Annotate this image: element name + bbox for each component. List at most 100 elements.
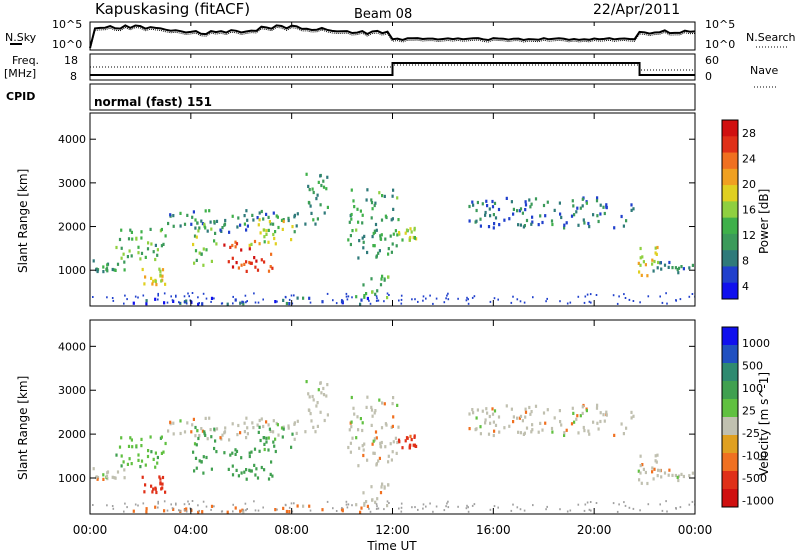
scatter-cell xyxy=(245,260,248,264)
scatter-cell xyxy=(411,506,413,509)
scatter-cell xyxy=(151,490,154,494)
scatter-cell xyxy=(379,234,382,238)
scatter-cell xyxy=(589,501,592,503)
scatter-cell xyxy=(213,427,216,431)
scatter-cell xyxy=(106,471,109,475)
scatter-cell xyxy=(146,454,150,459)
scatter-cell xyxy=(239,223,242,227)
scatter-cell xyxy=(579,414,582,418)
scatter-cell xyxy=(613,226,616,230)
scatter-cell xyxy=(524,200,527,204)
scatter-cell xyxy=(223,243,226,247)
scatter-cell xyxy=(245,301,247,304)
scatter-cell xyxy=(215,427,219,431)
scatter-cell xyxy=(172,214,175,218)
scatter-cell xyxy=(235,468,238,472)
scatter-cell xyxy=(151,282,154,286)
scatter-cell xyxy=(288,298,291,301)
scatter-cell xyxy=(265,440,268,444)
scatter-cell xyxy=(422,295,425,298)
scatter-cell xyxy=(400,302,403,305)
scatter-cell xyxy=(505,196,508,200)
scatter-cell xyxy=(429,502,431,505)
scatter-cell xyxy=(150,276,153,280)
scatter-cell xyxy=(234,240,237,244)
scatter-cell xyxy=(493,505,496,508)
scatter-cell xyxy=(152,487,155,491)
scatter-cell xyxy=(632,207,635,211)
scatter-cell xyxy=(525,426,529,430)
nsky-tick-top: 10^5 xyxy=(52,18,82,31)
scatter-cell xyxy=(349,234,352,238)
scatter-cell xyxy=(248,243,251,247)
scatter-cell xyxy=(668,468,671,472)
scatter-cell xyxy=(240,456,243,460)
scatter-cell xyxy=(243,222,246,226)
scatter-cell xyxy=(134,503,137,506)
scatter-cell xyxy=(226,510,229,514)
colorbar-swatch xyxy=(722,201,738,219)
scatter-cell xyxy=(203,224,206,228)
scatter-cell xyxy=(105,474,109,479)
scatter-cell xyxy=(282,219,285,224)
colorbar-tick-label: -25 xyxy=(742,427,760,440)
scatter-cell xyxy=(235,261,238,265)
scatter-cell xyxy=(345,503,348,506)
scatter-cell xyxy=(688,503,691,506)
scatter-cell xyxy=(190,222,193,226)
scatter-cell xyxy=(475,427,478,431)
scatter-cell xyxy=(188,503,190,506)
scatter-cell xyxy=(639,246,642,251)
scatter-cell xyxy=(258,211,261,215)
scatter-cell xyxy=(154,505,157,509)
scatter-cell xyxy=(581,411,584,415)
scatter-cell xyxy=(372,244,375,248)
scatter-cell xyxy=(467,298,469,301)
scatter-cell xyxy=(243,421,246,425)
scatter-cell xyxy=(252,426,255,430)
scatter-cell xyxy=(276,215,279,219)
scatter-cell xyxy=(370,277,373,281)
scatter-cell xyxy=(572,204,575,208)
scatter-cell xyxy=(432,510,434,513)
scatter-cell xyxy=(350,212,353,217)
scatter-cell xyxy=(205,505,208,508)
scatter-cell xyxy=(147,241,150,245)
scatter-cell xyxy=(429,294,431,297)
scatter-cell xyxy=(639,509,641,512)
scatter-cell xyxy=(371,414,374,418)
scatter-cell xyxy=(190,430,193,434)
scatter-cell xyxy=(96,269,99,274)
scatter-cell xyxy=(147,449,150,453)
scatter-cell xyxy=(135,444,138,448)
scatter-cell xyxy=(244,294,247,297)
scatter-cell xyxy=(161,274,164,278)
scatter-cell xyxy=(152,279,155,283)
scatter-cell xyxy=(447,298,450,301)
scatter-cell xyxy=(156,461,159,465)
scatter-cell xyxy=(197,510,200,514)
scatter-cell xyxy=(263,436,266,440)
scatter-cell xyxy=(622,432,625,436)
colorbar-swatch xyxy=(722,417,738,436)
scatter-cell xyxy=(361,428,364,433)
scatter-cell xyxy=(263,447,266,452)
scatter-cell xyxy=(150,242,153,246)
scatter-cell xyxy=(204,209,207,213)
scatter-cell xyxy=(193,261,196,265)
scatter-cell xyxy=(620,422,623,426)
scatter-cell xyxy=(265,232,268,236)
velocity-colorbar-label: Velocity [m s^-1] xyxy=(757,372,771,476)
scatter-cell xyxy=(120,454,123,458)
scatter-cell xyxy=(155,283,158,287)
scatter-cell xyxy=(378,249,381,253)
colorbar-swatch xyxy=(722,136,738,154)
scatter-cell xyxy=(175,294,177,297)
scatter-cell xyxy=(357,428,360,432)
scatter-cell xyxy=(257,430,260,434)
scatter-cell xyxy=(571,199,574,203)
scatter-cell xyxy=(198,302,200,304)
scatter-cell xyxy=(585,201,588,205)
scatter-cell xyxy=(546,297,548,300)
scatter-cell xyxy=(96,477,99,481)
